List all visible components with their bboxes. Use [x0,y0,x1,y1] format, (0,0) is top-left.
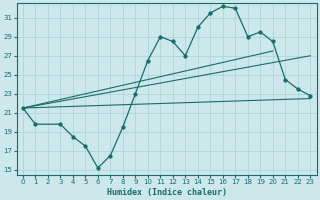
X-axis label: Humidex (Indice chaleur): Humidex (Indice chaleur) [107,188,227,197]
